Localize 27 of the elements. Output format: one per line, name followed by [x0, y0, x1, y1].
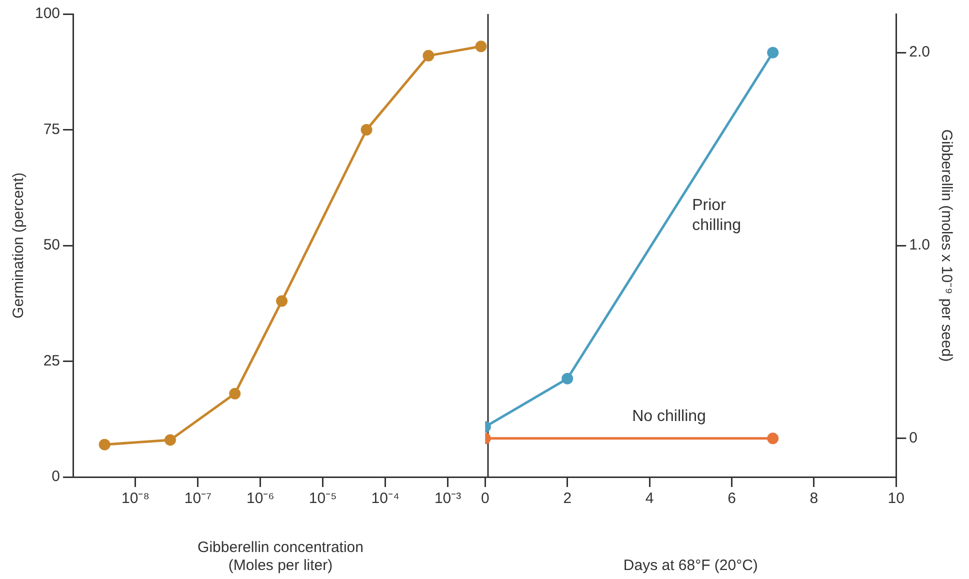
- x-tick-label: 0: [481, 490, 490, 508]
- y2-tick-label: 2.0: [909, 44, 930, 61]
- y2-tick-label: 0: [909, 430, 918, 447]
- x-tick-label: 10⁻⁶: [246, 490, 274, 508]
- x-tick-label: 10⁻³: [434, 490, 462, 508]
- x-axis-title: Gibberellin concentration (Moles per liter): [198, 539, 364, 574]
- y-axis-title: Germination (percent): [10, 172, 28, 318]
- point: [767, 46, 779, 58]
- y-tick-label: 50: [43, 236, 60, 254]
- y-tick-label: 100: [34, 5, 60, 22]
- series-label: Prior chilling: [692, 197, 742, 234]
- y-tick-label: 0: [52, 468, 60, 486]
- x-axis-title: Days at 68°F (20°C): [623, 557, 758, 574]
- x-tick-label: 10⁻⁵: [308, 490, 337, 508]
- x-tick-label: 4: [645, 490, 654, 508]
- y2-axis-title: Gibberellin (moles x 10⁻⁹ per seed): [938, 129, 955, 362]
- x-tick-label: 10⁻⁸: [121, 490, 150, 508]
- x-tick-label: 2: [563, 490, 572, 508]
- y2-tick-label: 1.0: [909, 236, 930, 254]
- series-label: No chilling: [632, 408, 706, 425]
- y-tick-label: 75: [43, 120, 60, 138]
- y-tick-label: 25: [43, 352, 60, 370]
- x-tick-label: 10: [888, 490, 904, 508]
- x-tick-label: 10⁻⁴: [371, 490, 400, 508]
- x-tick-label: 8: [810, 490, 818, 508]
- x-tick-label: 6: [728, 490, 736, 508]
- x-tick-label: 10⁻⁷: [184, 490, 212, 508]
